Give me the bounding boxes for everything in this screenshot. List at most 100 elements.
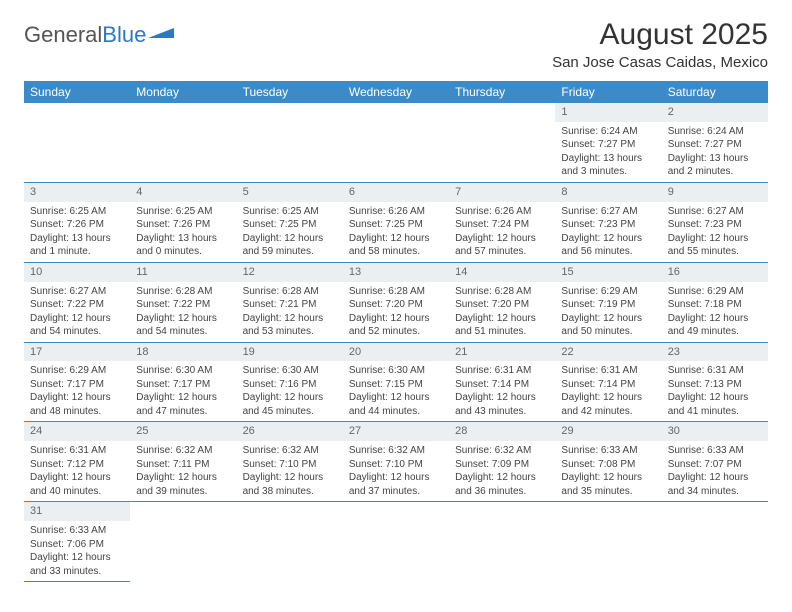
day-line: Sunrise: 6:30 AM [136, 364, 230, 378]
day-content: Sunrise: 6:33 AMSunset: 7:06 PMDaylight:… [24, 523, 130, 581]
day-line: and 57 minutes. [455, 245, 549, 259]
day-line: Sunrise: 6:31 AM [561, 364, 655, 378]
day-number: 15 [555, 263, 661, 282]
day-number: 7 [449, 183, 555, 202]
day-line: Sunrise: 6:24 AM [668, 125, 762, 139]
day-number: 22 [555, 343, 661, 362]
calendar-day-cell: 26Sunrise: 6:32 AMSunset: 7:10 PMDayligh… [237, 422, 343, 502]
day-line: Sunrise: 6:31 AM [668, 364, 762, 378]
calendar-day-cell: 27Sunrise: 6:32 AMSunset: 7:10 PMDayligh… [343, 422, 449, 502]
calendar-day-cell: 21Sunrise: 6:31 AMSunset: 7:14 PMDayligh… [449, 342, 555, 422]
day-line: Daylight: 12 hours [30, 391, 124, 405]
day-line: Sunset: 7:25 PM [349, 218, 443, 232]
day-line: Sunset: 7:15 PM [349, 378, 443, 392]
day-line: and 51 minutes. [455, 325, 549, 339]
day-number: 8 [555, 183, 661, 202]
day-number: 9 [662, 183, 768, 202]
day-line: Daylight: 12 hours [30, 551, 124, 565]
day-line: Sunset: 7:13 PM [668, 378, 762, 392]
calendar-empty-cell [237, 502, 343, 582]
day-line: and 40 minutes. [30, 485, 124, 499]
day-line: Sunrise: 6:27 AM [30, 285, 124, 299]
day-content: Sunrise: 6:27 AMSunset: 7:23 PMDaylight:… [662, 204, 768, 262]
weekday-header: Thursday [449, 81, 555, 103]
title-block: August 2025 San Jose Casas Caidas, Mexic… [552, 18, 768, 71]
day-line: Daylight: 12 hours [136, 471, 230, 485]
day-content: Sunrise: 6:31 AMSunset: 7:14 PMDaylight:… [555, 363, 661, 421]
day-line: Sunset: 7:16 PM [243, 378, 337, 392]
calendar-day-cell: 31Sunrise: 6:33 AMSunset: 7:06 PMDayligh… [24, 502, 130, 582]
calendar-day-cell: 16Sunrise: 6:29 AMSunset: 7:18 PMDayligh… [662, 262, 768, 342]
day-line: Daylight: 12 hours [455, 232, 549, 246]
day-number: 16 [662, 263, 768, 282]
day-line: and 53 minutes. [243, 325, 337, 339]
day-number: 2 [662, 103, 768, 122]
weekday-header: Friday [555, 81, 661, 103]
day-line: Daylight: 12 hours [561, 232, 655, 246]
calendar-empty-cell [343, 502, 449, 582]
day-line: and 59 minutes. [243, 245, 337, 259]
day-line: and 0 minutes. [136, 245, 230, 259]
calendar-empty-cell [449, 502, 555, 582]
calendar-day-cell: 22Sunrise: 6:31 AMSunset: 7:14 PMDayligh… [555, 342, 661, 422]
day-line: Daylight: 12 hours [455, 391, 549, 405]
day-number: 19 [237, 343, 343, 362]
day-line: Sunrise: 6:29 AM [30, 364, 124, 378]
weekday-header: Sunday [24, 81, 130, 103]
day-line: Sunrise: 6:32 AM [455, 444, 549, 458]
day-line: Sunrise: 6:33 AM [30, 524, 124, 538]
day-line: Daylight: 12 hours [561, 391, 655, 405]
day-content: Sunrise: 6:31 AMSunset: 7:14 PMDaylight:… [449, 363, 555, 421]
calendar-empty-cell [555, 502, 661, 582]
day-line: and 56 minutes. [561, 245, 655, 259]
location-text: San Jose Casas Caidas, Mexico [552, 54, 768, 71]
day-number: 12 [237, 263, 343, 282]
day-line: Sunset: 7:08 PM [561, 458, 655, 472]
calendar-day-cell: 3Sunrise: 6:25 AMSunset: 7:26 PMDaylight… [24, 182, 130, 262]
day-line: Sunrise: 6:28 AM [455, 285, 549, 299]
calendar-day-cell: 5Sunrise: 6:25 AMSunset: 7:25 PMDaylight… [237, 182, 343, 262]
day-line: Sunset: 7:17 PM [136, 378, 230, 392]
logo-text-general: General [24, 22, 102, 48]
day-line: Daylight: 12 hours [349, 232, 443, 246]
weekday-header: Monday [130, 81, 236, 103]
day-content: Sunrise: 6:30 AMSunset: 7:16 PMDaylight:… [237, 363, 343, 421]
calendar-day-cell: 24Sunrise: 6:31 AMSunset: 7:12 PMDayligh… [24, 422, 130, 502]
calendar-week-row: 17Sunrise: 6:29 AMSunset: 7:17 PMDayligh… [24, 342, 768, 422]
calendar-week-row: 24Sunrise: 6:31 AMSunset: 7:12 PMDayligh… [24, 422, 768, 502]
day-line: Sunset: 7:24 PM [455, 218, 549, 232]
day-line: and 58 minutes. [349, 245, 443, 259]
day-content: Sunrise: 6:29 AMSunset: 7:17 PMDaylight:… [24, 363, 130, 421]
calendar-day-cell: 28Sunrise: 6:32 AMSunset: 7:09 PMDayligh… [449, 422, 555, 502]
day-number: 20 [343, 343, 449, 362]
calendar-day-cell: 20Sunrise: 6:30 AMSunset: 7:15 PMDayligh… [343, 342, 449, 422]
calendar-empty-cell [130, 502, 236, 582]
calendar-day-cell: 30Sunrise: 6:33 AMSunset: 7:07 PMDayligh… [662, 422, 768, 502]
calendar-day-cell: 25Sunrise: 6:32 AMSunset: 7:11 PMDayligh… [130, 422, 236, 502]
day-number: 18 [130, 343, 236, 362]
day-number: 28 [449, 422, 555, 441]
day-content: Sunrise: 6:30 AMSunset: 7:17 PMDaylight:… [130, 363, 236, 421]
day-line: and 45 minutes. [243, 405, 337, 419]
day-line: Daylight: 12 hours [243, 391, 337, 405]
day-line: Sunrise: 6:32 AM [243, 444, 337, 458]
day-line: Daylight: 12 hours [349, 312, 443, 326]
day-line: and 42 minutes. [561, 405, 655, 419]
day-line: Sunset: 7:19 PM [561, 298, 655, 312]
day-content: Sunrise: 6:32 AMSunset: 7:10 PMDaylight:… [237, 443, 343, 501]
day-line: Sunrise: 6:26 AM [455, 205, 549, 219]
day-line: Daylight: 12 hours [349, 391, 443, 405]
day-line: Sunrise: 6:33 AM [561, 444, 655, 458]
calendar-week-row: 10Sunrise: 6:27 AMSunset: 7:22 PMDayligh… [24, 262, 768, 342]
day-line: and 35 minutes. [561, 485, 655, 499]
day-line: Sunset: 7:25 PM [243, 218, 337, 232]
day-content: Sunrise: 6:28 AMSunset: 7:20 PMDaylight:… [343, 284, 449, 342]
day-number: 30 [662, 422, 768, 441]
calendar-day-cell: 15Sunrise: 6:29 AMSunset: 7:19 PMDayligh… [555, 262, 661, 342]
calendar-table: SundayMondayTuesdayWednesdayThursdayFrid… [24, 81, 768, 582]
calendar-day-cell: 7 Sunrise: 6:26 AMSunset: 7:24 PMDaylight… [449, 182, 555, 262]
day-number: 24 [24, 422, 130, 441]
day-number: 13 [343, 263, 449, 282]
day-line: Daylight: 12 hours [136, 391, 230, 405]
day-content: Sunrise: 6:28 AMSunset: 7:22 PMDaylight:… [130, 284, 236, 342]
